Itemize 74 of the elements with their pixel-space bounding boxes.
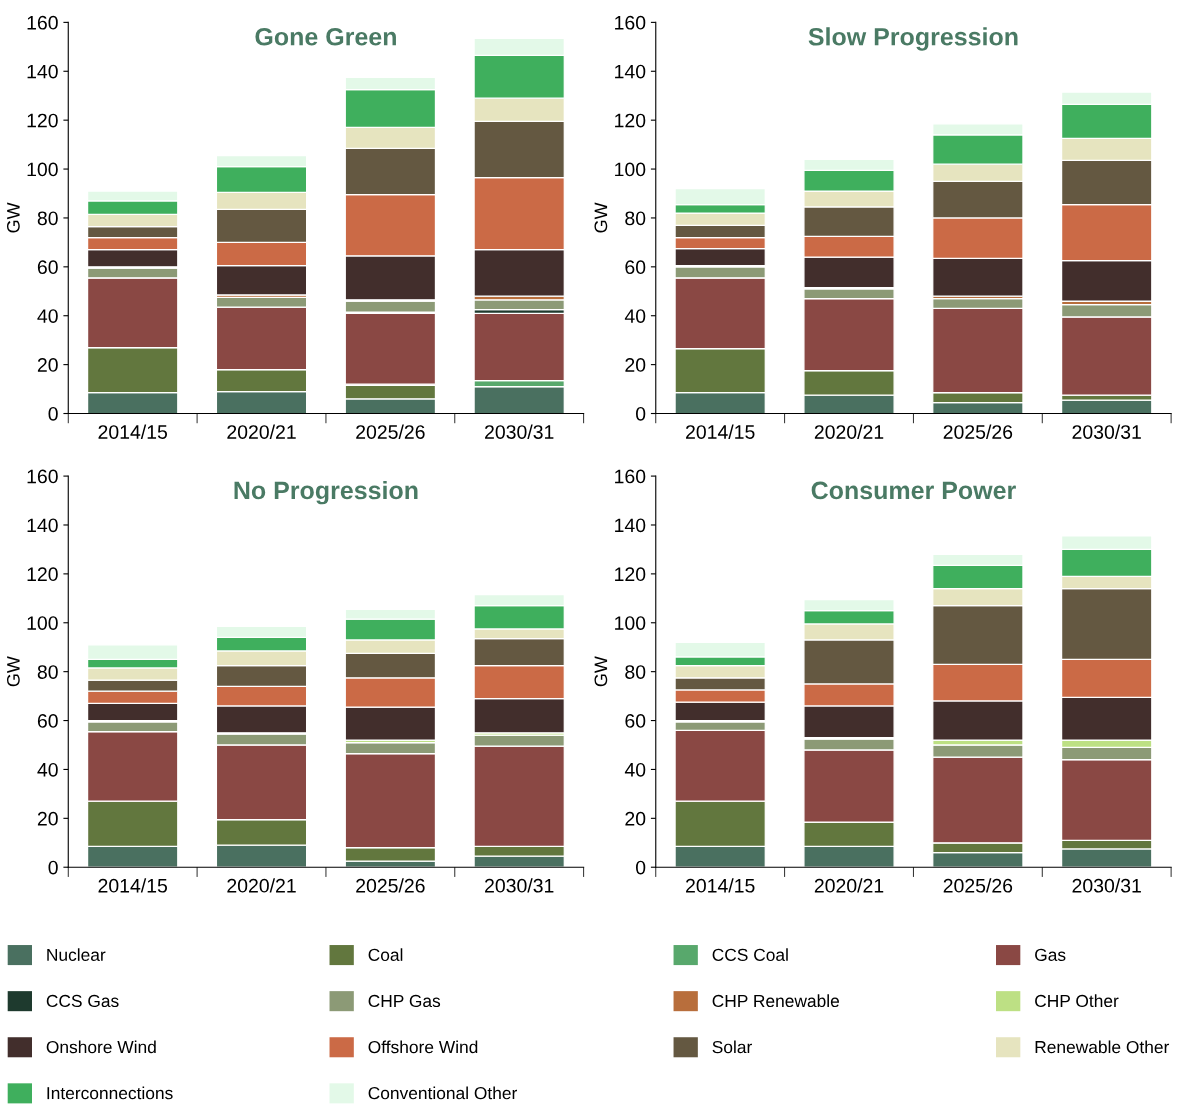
y-tick-label: 120 xyxy=(27,113,58,128)
y-axis-title: GW xyxy=(594,202,608,233)
y-tick-label: 120 xyxy=(615,113,646,128)
y-tick-label: 160 xyxy=(615,469,646,484)
y-tick-label: 80 xyxy=(625,665,646,679)
y-tick-label: 100 xyxy=(27,162,58,177)
y-tick-label: 140 xyxy=(615,518,646,533)
y-tick-label: 100 xyxy=(27,616,58,630)
x-tick-label: 2014/15 xyxy=(98,424,168,439)
x-tick-label: 2030/31 xyxy=(485,424,554,439)
y-tick-label: 60 xyxy=(625,714,646,728)
legend-label: Nuclear xyxy=(47,948,106,962)
legend-label: Conventional Other xyxy=(368,1086,518,1100)
legend-label: Onshore Wind xyxy=(46,1040,156,1054)
y-tick-label: 40 xyxy=(624,309,646,323)
chart-title: Consumer Power xyxy=(811,481,1016,500)
y-tick-label: 60 xyxy=(625,260,646,275)
chart-title: Gone Green xyxy=(255,27,396,46)
y-tick-label: 0 xyxy=(48,860,58,875)
y-tick-label: 160 xyxy=(615,15,646,30)
x-tick-label: 2020/21 xyxy=(227,878,296,893)
y-tick-label: 140 xyxy=(27,64,58,79)
x-tick-label: 2025/26 xyxy=(356,878,425,893)
x-tick-label: 2014/15 xyxy=(686,424,755,439)
y-tick-label: 120 xyxy=(615,567,646,582)
legend-label: CHP Renewable xyxy=(712,994,839,1008)
y-tick-label: 120 xyxy=(27,567,58,582)
legend-label: Gas xyxy=(1035,948,1066,962)
x-tick-label: 2014/15 xyxy=(686,878,755,893)
legend-label: Solar xyxy=(712,1040,752,1054)
legend-label: Offshore Wind xyxy=(368,1040,478,1054)
y-tick-label: 140 xyxy=(615,64,646,79)
y-tick-label: 20 xyxy=(37,358,58,372)
y-tick-label: 20 xyxy=(37,811,58,826)
x-tick-label: 2025/26 xyxy=(356,424,425,439)
legend-label: CCS Gas xyxy=(46,994,119,1008)
x-tick-label: 2025/26 xyxy=(943,878,1013,893)
y-tick-label: 80 xyxy=(37,665,58,679)
y-tick-label: 80 xyxy=(37,211,58,226)
x-tick-label: 2020/21 xyxy=(227,424,296,439)
legend-label: CHP Other xyxy=(1035,994,1119,1008)
y-tick-label: 140 xyxy=(27,518,58,533)
y-tick-label: 0 xyxy=(48,406,58,421)
x-tick-label: 2030/31 xyxy=(1072,878,1141,893)
y-tick-label: 160 xyxy=(27,15,58,30)
x-tick-label: 2030/31 xyxy=(1072,424,1141,439)
x-tick-label: 2030/31 xyxy=(485,878,554,893)
y-tick-label: 160 xyxy=(27,469,58,484)
chart-title: No Progression xyxy=(234,480,418,505)
y-tick-label: 100 xyxy=(615,162,646,177)
y-tick-label: 60 xyxy=(37,714,58,728)
y-tick-label: 20 xyxy=(625,358,646,372)
y-tick-label: 40 xyxy=(37,309,58,323)
x-tick-label: 2014/15 xyxy=(98,878,168,893)
legend-label: CCS Coal xyxy=(712,948,788,962)
y-tick-label: 60 xyxy=(37,260,58,275)
x-tick-label: 2020/21 xyxy=(814,878,884,893)
y-tick-label: 0 xyxy=(635,860,646,875)
y-tick-label: 0 xyxy=(635,406,646,421)
y-tick-label: 40 xyxy=(624,762,646,777)
y-axis-title: GW xyxy=(594,656,608,687)
chart-title: Slow Progression xyxy=(808,27,1018,51)
y-tick-label: 80 xyxy=(625,211,646,226)
legend-label: CHP Gas xyxy=(368,994,441,1008)
y-tick-label: 40 xyxy=(37,762,58,777)
y-tick-label: 20 xyxy=(625,811,646,826)
x-tick-label: 2025/26 xyxy=(943,424,1013,439)
x-tick-label: 2020/21 xyxy=(814,424,884,439)
y-axis-title: GW xyxy=(6,202,20,233)
legend-label: Coal xyxy=(368,948,403,962)
legend-label: Interconnections xyxy=(47,1086,173,1100)
y-axis-title: GW xyxy=(6,656,20,687)
legend-label: Renewable Other xyxy=(1035,1040,1170,1054)
y-tick-label: 100 xyxy=(615,616,646,630)
